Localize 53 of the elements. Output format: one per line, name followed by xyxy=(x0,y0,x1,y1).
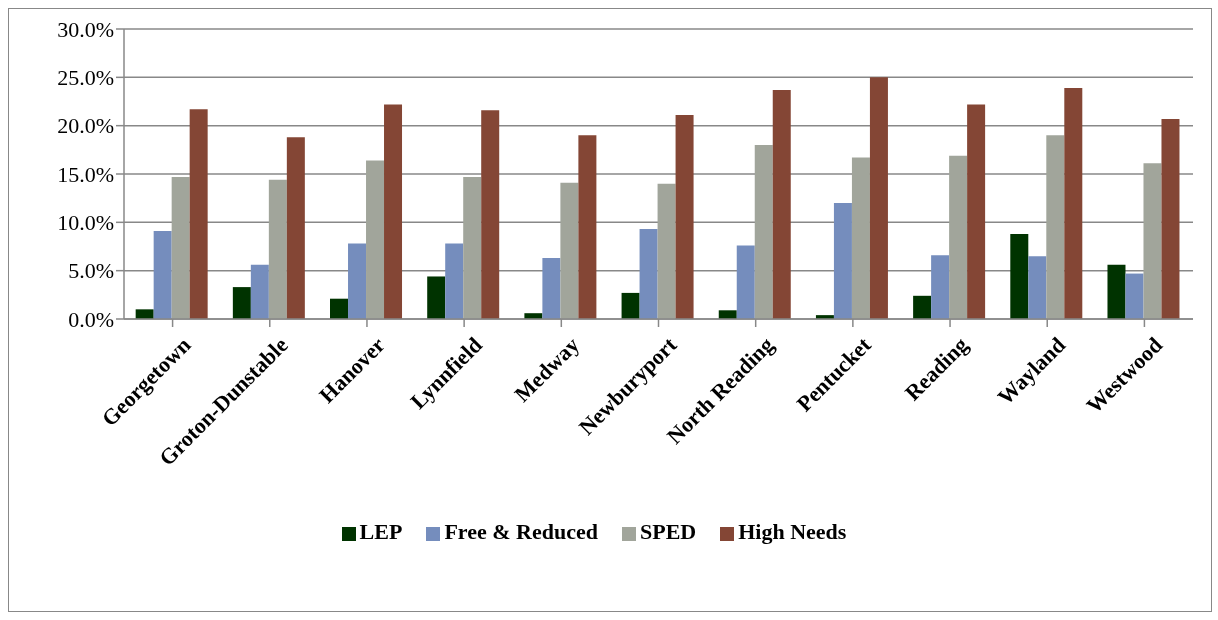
bar xyxy=(639,229,658,319)
bar xyxy=(1028,256,1047,319)
bar xyxy=(384,104,403,319)
bar xyxy=(718,310,737,319)
bar xyxy=(1143,163,1162,319)
y-tick-label: 15.0% xyxy=(57,161,114,187)
bar xyxy=(135,309,154,319)
bar xyxy=(621,292,640,319)
bar xyxy=(967,104,986,319)
bar xyxy=(250,264,269,319)
y-tick-label: 10.0% xyxy=(57,210,114,236)
bar xyxy=(542,258,561,319)
bar xyxy=(560,182,579,319)
y-tick-label: 5.0% xyxy=(68,258,114,284)
bar xyxy=(445,243,464,319)
bar xyxy=(931,255,950,319)
bar xyxy=(772,89,791,319)
bar xyxy=(1107,264,1126,319)
bar xyxy=(463,176,482,319)
bar xyxy=(286,137,305,319)
bar xyxy=(949,155,968,319)
bar xyxy=(833,203,852,319)
legend-label: Free & Reduced xyxy=(444,519,598,544)
bar xyxy=(232,287,251,319)
bar xyxy=(913,295,932,319)
bar xyxy=(736,245,755,319)
bar xyxy=(189,109,208,319)
legend-label: SPED xyxy=(639,519,697,544)
bar xyxy=(268,179,287,319)
bar xyxy=(1046,135,1065,319)
legend-label: LEP xyxy=(359,519,403,544)
bar xyxy=(675,115,694,319)
bar xyxy=(657,183,676,319)
bar xyxy=(1161,118,1180,319)
bar xyxy=(1010,233,1029,319)
bar xyxy=(869,77,888,319)
bar xyxy=(330,298,349,319)
bar xyxy=(153,231,172,319)
bar xyxy=(578,135,597,319)
bar xyxy=(754,145,773,319)
bar xyxy=(171,176,190,319)
y-tick-label: 20.0% xyxy=(57,113,114,139)
bar xyxy=(1064,87,1083,319)
bar xyxy=(427,276,446,319)
bar xyxy=(366,160,385,319)
bar xyxy=(348,243,367,319)
y-tick-label: 30.0% xyxy=(57,16,114,42)
bar xyxy=(1125,273,1144,319)
bar xyxy=(851,157,870,319)
bar xyxy=(481,110,500,319)
y-tick-label: 0.0% xyxy=(68,306,114,332)
legend-label: High Needs xyxy=(738,519,847,544)
y-tick-label: 25.0% xyxy=(57,65,114,91)
